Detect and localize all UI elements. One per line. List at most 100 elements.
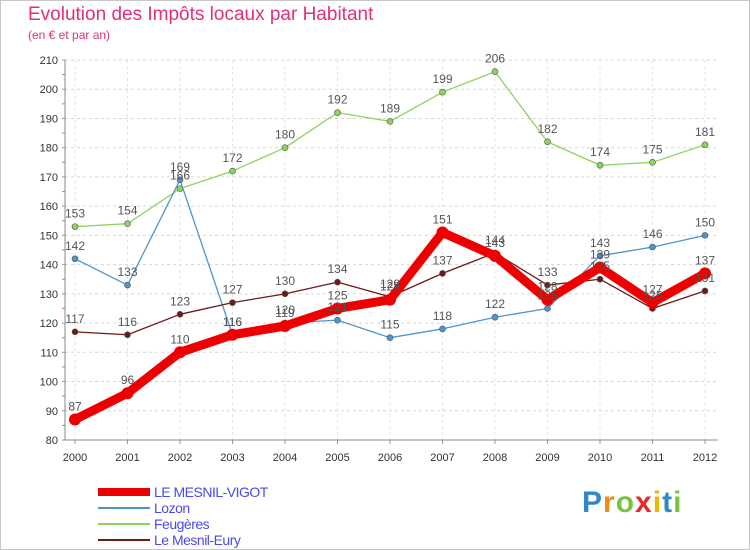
x-tick-label: 2003	[220, 452, 244, 464]
legend-swatch	[98, 488, 150, 496]
x-tick-label: 2007	[430, 452, 454, 464]
data-label: 117	[65, 312, 84, 326]
data-point	[334, 316, 341, 324]
logo-letter: r	[603, 486, 616, 519]
data-label: 175	[642, 142, 662, 156]
y-tick-label: 90	[46, 406, 58, 418]
data-label: 87	[68, 400, 82, 414]
data-point	[491, 313, 499, 321]
data-label: 139	[590, 248, 610, 262]
data-label: 150	[695, 215, 715, 229]
legend-label: LE MESNIL-VIGOT	[154, 484, 268, 500]
y-tick-label: 150	[40, 230, 58, 242]
data-label: 189	[380, 101, 400, 115]
y-tick-label: 190	[40, 113, 58, 125]
x-tick-label: 2005	[325, 452, 349, 464]
y-tick-label: 200	[40, 84, 58, 96]
data-label: 125	[327, 288, 347, 302]
data-point	[386, 118, 394, 125]
y-tick-label: 100	[40, 377, 58, 389]
data-point	[229, 167, 236, 175]
x-tick-label: 2012	[693, 452, 717, 464]
data-point	[71, 328, 79, 336]
data-label: 133	[537, 265, 557, 279]
y-tick-label: 140	[40, 260, 58, 272]
data-point	[544, 305, 551, 312]
y-tick-label: 110	[40, 347, 58, 359]
data-label: 115	[380, 318, 399, 332]
data-point	[71, 255, 79, 263]
data-label: 181	[695, 125, 715, 139]
data-point	[701, 141, 709, 149]
chart-subtitle: (en € et par an)	[28, 28, 111, 42]
data-point	[436, 226, 449, 239]
data-label: 135	[590, 259, 610, 273]
x-tick-label: 2008	[483, 452, 507, 464]
data-point	[701, 287, 709, 295]
data-point	[124, 281, 131, 289]
data-label: 96	[121, 373, 135, 387]
data-label: 169	[170, 160, 190, 174]
data-point	[491, 68, 499, 75]
data-point	[439, 88, 446, 96]
data-label: 199	[432, 72, 452, 86]
data-point	[174, 346, 186, 359]
data-point	[226, 328, 239, 341]
y-tick-label: 80	[46, 435, 58, 447]
proxiti-logo: Proxiti	[582, 486, 682, 520]
data-label: 153	[65, 207, 85, 221]
data-point	[541, 293, 554, 306]
data-point	[594, 261, 606, 274]
data-point	[176, 311, 184, 318]
logo-letter: P	[582, 486, 604, 519]
x-tick-label: 2010	[588, 452, 612, 464]
legend-label: Lozon	[154, 500, 190, 516]
data-point	[699, 267, 711, 280]
y-tick-label: 180	[40, 143, 58, 155]
data-label: 123	[170, 294, 190, 308]
logo-letter: o	[615, 486, 636, 519]
data-label: 137	[695, 253, 715, 267]
data-label: 146	[642, 227, 662, 241]
plot-area	[65, 60, 718, 440]
data-point	[281, 144, 289, 151]
data-point	[281, 290, 289, 298]
x-tick-label: 2006	[378, 452, 402, 464]
data-label: 116	[223, 315, 242, 329]
data-label: 119	[275, 306, 294, 320]
data-point	[701, 232, 709, 239]
data-label: 134	[327, 262, 347, 276]
data-point	[439, 325, 446, 333]
data-label: 172	[222, 151, 242, 165]
data-point	[334, 278, 341, 286]
data-label: 142	[65, 239, 85, 253]
data-label: 192	[327, 93, 347, 107]
y-tick-label: 160	[40, 201, 58, 213]
legend-swatch	[98, 539, 150, 541]
data-label: 118	[433, 309, 452, 323]
data-label: 128	[537, 280, 557, 294]
data-label: 144	[485, 233, 505, 247]
data-label: 151	[432, 212, 452, 226]
data-point	[439, 270, 446, 277]
data-label: 125	[642, 288, 662, 302]
logo-letter: x	[635, 486, 653, 519]
logo-letter: i	[652, 486, 663, 519]
data-point	[71, 223, 79, 230]
data-label: 130	[275, 274, 295, 288]
data-label: 116	[223, 315, 242, 329]
data-label: 137	[432, 253, 452, 267]
data-point	[649, 243, 656, 251]
data-label: 166	[170, 169, 190, 183]
data-label: 125	[537, 288, 557, 302]
data-point	[121, 387, 134, 400]
legend-label: Le Mesnil-Eury	[154, 532, 241, 548]
data-point	[384, 293, 396, 306]
data-point	[69, 413, 81, 426]
data-label: 110	[170, 332, 189, 346]
x-tick-label: 2001	[115, 452, 139, 464]
data-point	[596, 161, 604, 169]
y-tick-label: 130	[40, 289, 58, 301]
data-label: 206	[485, 52, 505, 66]
